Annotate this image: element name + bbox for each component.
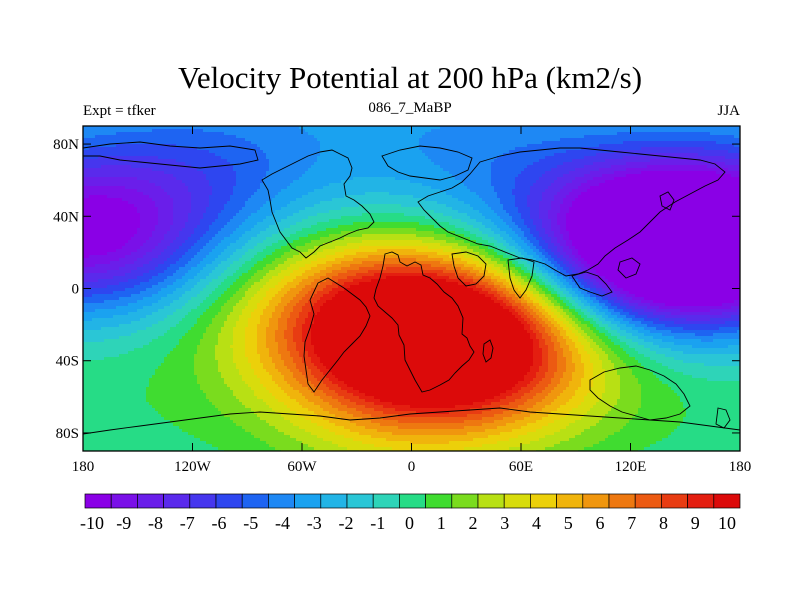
colorbar-box bbox=[635, 494, 661, 508]
colorbar-label: -9 bbox=[116, 513, 131, 533]
colorbar-label: 8 bbox=[659, 513, 668, 533]
colorbar-box bbox=[530, 494, 556, 508]
y-tick-label: 80N bbox=[53, 137, 79, 153]
colorbar-box bbox=[242, 494, 268, 508]
colorbar-label: -4 bbox=[275, 513, 290, 533]
colorbar-label: -8 bbox=[148, 513, 163, 533]
colorbar-label: 3 bbox=[500, 513, 509, 533]
x-tick-label: 120E bbox=[615, 459, 647, 475]
colorbar-box bbox=[478, 494, 504, 508]
colorbar bbox=[85, 494, 740, 508]
colorbar-box bbox=[164, 494, 190, 508]
colorbar-box bbox=[452, 494, 478, 508]
center-string: 086_7_MaBP bbox=[368, 100, 451, 116]
colorbar-label: -10 bbox=[80, 513, 104, 533]
x-tick-label: 180 bbox=[72, 459, 95, 475]
colorbar-label: 2 bbox=[469, 513, 478, 533]
colorbar-box bbox=[504, 494, 530, 508]
x-tick-label: 180 bbox=[729, 459, 752, 475]
colorbar-box bbox=[609, 494, 635, 508]
colorbar-box bbox=[399, 494, 425, 508]
colorbar-box bbox=[137, 494, 163, 508]
y-tick-label: 80S bbox=[56, 426, 79, 442]
colorbar-label: 4 bbox=[532, 513, 541, 533]
x-tick-label: 120W bbox=[174, 459, 212, 475]
colorbar-label: 0 bbox=[405, 513, 414, 533]
right-string: JJA bbox=[717, 103, 740, 119]
colorbar-label: -3 bbox=[307, 513, 322, 533]
colorbar-box bbox=[347, 494, 373, 508]
x-tick-label: 60W bbox=[287, 459, 317, 475]
colorbar-box bbox=[688, 494, 714, 508]
colorbar-box bbox=[373, 494, 399, 508]
colorbar-box bbox=[557, 494, 583, 508]
contour-field bbox=[83, 126, 741, 454]
colorbar-labels: -10 -9 -8 -7 -6 -5 -4 -3 -2 -1 0 1 2 3 4 5 6 7 8 9 10 bbox=[80, 513, 736, 533]
colorbar-box bbox=[714, 494, 740, 508]
colorbar-box bbox=[190, 494, 216, 508]
colorbar-label: 10 bbox=[718, 513, 736, 533]
y-tick-label: 0 bbox=[72, 282, 80, 298]
colorbar-label: -2 bbox=[339, 513, 354, 533]
colorbar-box bbox=[268, 494, 294, 508]
colorbar-label: -1 bbox=[370, 513, 385, 533]
colorbar-label: -5 bbox=[243, 513, 258, 533]
colorbar-box bbox=[111, 494, 137, 508]
colorbar-box bbox=[426, 494, 452, 508]
colorbar-box bbox=[295, 494, 321, 508]
colorbar-label: 7 bbox=[627, 513, 636, 533]
colorbar-label: -7 bbox=[180, 513, 195, 533]
colorbar-label: 1 bbox=[437, 513, 446, 533]
x-tick-label: 60E bbox=[509, 459, 533, 475]
colorbar-label: -6 bbox=[212, 513, 227, 533]
y-tick-label: 40S bbox=[56, 354, 79, 370]
colorbar-label: 9 bbox=[691, 513, 700, 533]
colorbar-label: 6 bbox=[596, 513, 605, 533]
left-string: Expt = tfker bbox=[83, 103, 156, 119]
x-tick-label: 0 bbox=[408, 459, 416, 475]
colorbar-box bbox=[216, 494, 242, 508]
colorbar-box bbox=[661, 494, 687, 508]
colorbar-box bbox=[321, 494, 347, 508]
y-tick-label: 40N bbox=[53, 209, 79, 225]
chart-title: Velocity Potential at 200 hPa (km2/s) bbox=[178, 60, 642, 95]
colorbar-box bbox=[85, 494, 111, 508]
colorbar-box bbox=[583, 494, 609, 508]
colorbar-label: 5 bbox=[564, 513, 573, 533]
